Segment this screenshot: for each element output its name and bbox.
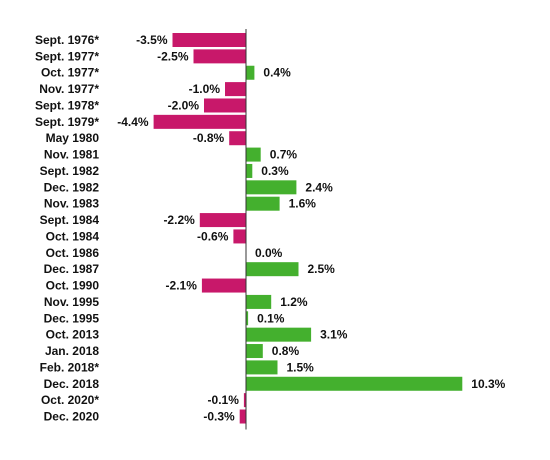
category-label: Dec. 2020 (44, 410, 100, 424)
data-label: 0.0% (255, 246, 283, 260)
bar (246, 327, 312, 342)
data-label: -2.1% (166, 279, 198, 293)
bar (243, 393, 246, 408)
bar (172, 33, 246, 47)
bars (153, 33, 463, 424)
data-label: 0.8% (272, 344, 300, 358)
category-label: Dec. 1995 (44, 311, 100, 325)
category-label: Sept. 1982 (40, 164, 100, 178)
bar (246, 163, 253, 178)
bar (246, 311, 249, 326)
bar (246, 294, 272, 309)
data-label: 1.2% (280, 295, 308, 309)
bar (246, 147, 261, 162)
category-label: Oct. 1990 (46, 279, 100, 293)
category-label: Sept. 1979* (35, 115, 99, 129)
data-label: 0.3% (261, 164, 289, 178)
data-label: 2.5% (308, 262, 336, 276)
data-labels: -3.5% -2.5% 0.4% -1.0% -2.0% -4.4% -0.8% 0.7% 0.… (117, 33, 505, 424)
data-label: -0.3% (203, 410, 235, 424)
category-label: Sept. 1976* (35, 33, 99, 47)
category-labels: Sept. 1976* Sept. 1977* Oct. 1977* Nov. 197… (35, 33, 99, 424)
data-label: -2.0% (168, 98, 200, 112)
data-label: -4.4% (117, 115, 149, 129)
data-label: -1.0% (189, 82, 221, 96)
bar (193, 49, 246, 64)
data-label: 1.5% (287, 360, 315, 374)
data-label: 3.1% (320, 328, 348, 342)
bar (225, 82, 246, 97)
data-label: -0.8% (193, 131, 225, 145)
bar (229, 131, 246, 146)
data-label: 10.3% (471, 377, 505, 391)
data-label: 0.1% (257, 311, 285, 325)
bar (204, 98, 246, 113)
category-label: Nov. 1995 (44, 295, 99, 309)
category-label: Sept. 1977* (35, 49, 99, 63)
bar (246, 360, 278, 375)
bar (246, 262, 299, 277)
bar (239, 409, 246, 424)
category-label: Feb. 2018* (40, 360, 100, 374)
category-label: Sept. 1984 (40, 213, 100, 227)
category-label: Oct. 1984 (46, 229, 100, 243)
category-label: Nov. 1981 (44, 148, 99, 162)
category-label: Oct. 2013 (46, 328, 100, 342)
data-label: -2.5% (157, 49, 189, 63)
data-label: -0.6% (197, 229, 229, 243)
data-label: -2.2% (163, 213, 195, 227)
category-label: Dec. 1982 (44, 180, 100, 194)
data-label: -3.5% (136, 33, 168, 47)
bar (246, 196, 280, 211)
bar (153, 114, 246, 129)
data-label: 1.6% (289, 197, 317, 211)
data-label: 0.4% (263, 66, 291, 80)
data-label: 2.4% (305, 180, 333, 194)
bar (246, 180, 297, 195)
category-label: Oct. 2020* (41, 393, 99, 407)
category-label: Sept. 1978* (35, 98, 99, 112)
category-label: Jan. 2018 (45, 344, 99, 358)
category-label: Nov. 1977* (39, 82, 99, 96)
bar (246, 376, 463, 391)
category-label: May 1980 (46, 131, 100, 145)
category-label: Dec. 2018 (44, 377, 100, 391)
category-label: Nov. 1983 (44, 197, 99, 211)
bar (233, 229, 246, 244)
data-label: 0.7% (270, 148, 298, 162)
category-label: Dec. 1987 (44, 262, 100, 276)
bar (201, 278, 246, 293)
data-label: -0.1% (208, 393, 240, 407)
bar (246, 65, 255, 80)
bar (199, 213, 246, 228)
bar (246, 344, 263, 359)
category-label: Oct. 1986 (46, 246, 100, 260)
category-label: Oct. 1977* (41, 66, 99, 80)
